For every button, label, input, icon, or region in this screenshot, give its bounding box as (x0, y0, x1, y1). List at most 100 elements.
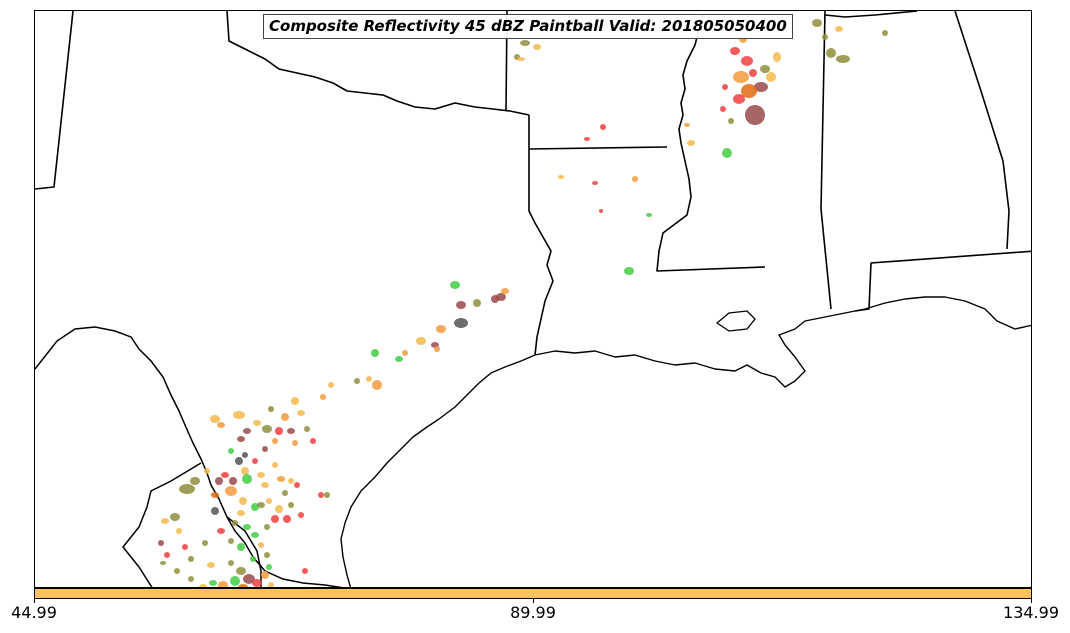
lake-pontchartrain (715, 310, 756, 332)
storm-cell-maroon (237, 436, 245, 442)
storm-cell-olive (304, 426, 310, 432)
storm-cell-green (395, 356, 403, 362)
storm-cell-olive (822, 34, 828, 40)
map-panel[interactable] (34, 10, 1032, 588)
storm-cell-olive (288, 502, 294, 508)
storm-cell-orange (261, 571, 269, 579)
storm-cell-olive (190, 477, 200, 485)
storm-cell-maroon (262, 446, 268, 452)
storm-cell-red (720, 106, 726, 112)
storm-cell-olive (228, 538, 234, 544)
storm-cell-green (266, 564, 272, 570)
gulf-coast-east (804, 296, 1031, 330)
storm-cell-green (722, 148, 732, 158)
storm-cell-olive (174, 568, 180, 574)
storm-cell-gray (454, 318, 468, 328)
storm-cell-green (237, 543, 245, 551)
storm-cell-red (252, 579, 262, 587)
storm-cell-red (221, 472, 229, 478)
storm-cell-green (371, 349, 379, 357)
storm-cell-red (182, 544, 188, 550)
storm-cell-maroon (754, 82, 768, 92)
storm-cell-yellow (266, 498, 272, 504)
storm-cell-olive (812, 19, 822, 27)
storm-cell-yellow (533, 44, 541, 50)
storm-cell-red (599, 209, 603, 213)
storm-cell-yellow (275, 505, 283, 513)
storm-cell-olive (760, 65, 770, 73)
storm-cell-yellow (261, 482, 269, 488)
storm-cell-red (217, 528, 225, 534)
storm-cell-maroon (745, 105, 765, 125)
storm-cell-orange (272, 438, 278, 444)
storm-cell-red (600, 124, 606, 130)
storm-cell-olive (262, 425, 272, 433)
storm-cell-yellow (257, 472, 265, 478)
storm-cell-olive (268, 406, 274, 412)
storm-cell-yellow (416, 337, 426, 345)
map-canvas (35, 11, 1031, 587)
texas-coast (340, 354, 536, 587)
storm-cell-gray (211, 507, 219, 515)
storm-cell-olive (324, 492, 330, 498)
mississippi-river-border (656, 14, 766, 272)
storm-cell-olive (179, 484, 195, 494)
storm-cell-darkorange (741, 84, 757, 98)
storm-cell-gray (235, 457, 243, 465)
storm-cell-olive (882, 30, 888, 36)
reflectivity-paintball (158, 19, 888, 587)
mississippi-alabama-border (820, 11, 832, 310)
storm-cell-orange (225, 486, 237, 496)
storm-cell-orange (277, 476, 285, 482)
storm-cell-orange (684, 123, 690, 127)
storm-cell-olive (228, 560, 234, 566)
storm-cell-maroon (229, 477, 237, 485)
texas-louisiana-border (528, 115, 554, 356)
storm-cell-orange (292, 440, 298, 446)
florida-north-border (854, 250, 1031, 312)
storm-cell-olive (202, 540, 208, 546)
storm-cell-olive (836, 55, 850, 63)
storm-cell-red (730, 47, 740, 55)
tennessee-border (824, 11, 918, 18)
storm-cell-maroon (496, 293, 506, 301)
storm-cell-olive (257, 502, 265, 508)
storm-cell-olive (282, 490, 288, 496)
storm-cell-maroon (243, 574, 255, 584)
storm-cell-green (243, 524, 251, 530)
mexico-state-border-2 (226, 516, 262, 587)
storm-cell-red (733, 94, 745, 104)
storm-cell-red (749, 69, 757, 77)
storm-cell-red (310, 438, 316, 444)
storm-cell-red (741, 56, 753, 66)
storm-cell-yellow (291, 397, 299, 405)
storm-cell-red (164, 552, 170, 558)
colorbar (34, 588, 1032, 599)
storm-cell-olive (728, 118, 734, 124)
storm-cell-green (230, 576, 240, 586)
storm-cell-red (318, 492, 324, 498)
storm-cell-orange (281, 413, 289, 421)
colorbar-tick-label-max: 134.99 (1003, 603, 1059, 622)
storm-cell-olive (826, 48, 836, 58)
storm-cell-gray (242, 452, 248, 458)
gulf-coastline (340, 296, 1031, 587)
storm-cell-maroon (158, 540, 164, 546)
state-borders (35, 11, 1031, 356)
storm-cell-darkorange (211, 492, 219, 498)
storm-cell-green (250, 556, 256, 562)
arkansas-louisiana-border (528, 146, 668, 150)
storm-cell-olive (236, 567, 246, 575)
storm-cell-maroon (456, 301, 466, 309)
storm-cell-yellow (210, 415, 220, 423)
storm-cell-orange (402, 350, 408, 356)
storm-cell-yellow (241, 467, 249, 475)
storm-cell-red (275, 427, 283, 435)
storm-cell-olive (264, 552, 270, 558)
map-title: Composite Reflectivity 45 dBZ Paintball … (263, 14, 793, 39)
rio-grande-border (35, 326, 343, 587)
storm-cell-green (209, 580, 217, 586)
storm-cell-yellow (233, 411, 245, 419)
storm-cell-yellow (207, 562, 215, 568)
storm-cell-yellow (835, 26, 843, 32)
